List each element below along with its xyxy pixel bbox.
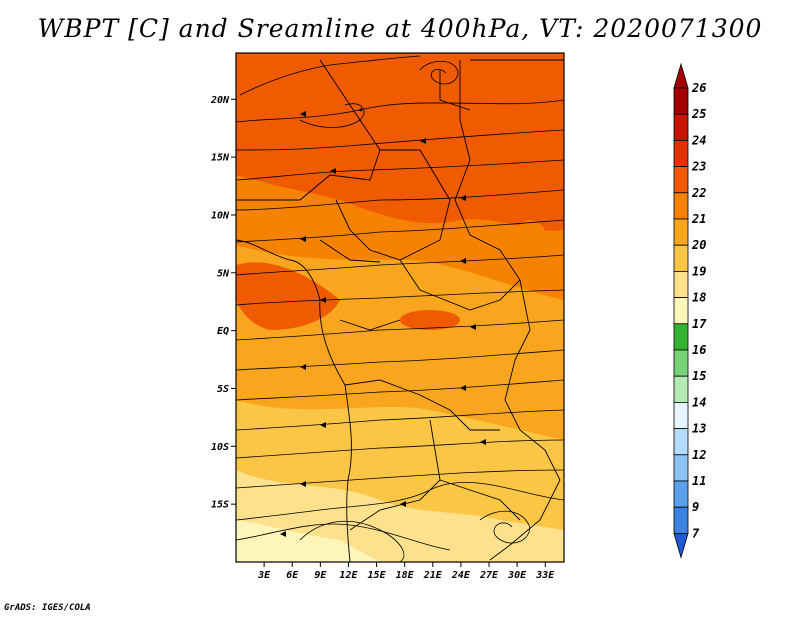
x-tick-label: 33E: [535, 570, 555, 581]
y-tick-label: 5N: [217, 268, 230, 279]
colorbar-segment: [673, 349, 689, 377]
colorbar-label: 26: [691, 81, 706, 95]
colorbar-segment: [673, 428, 689, 456]
colorbar-label: 7: [692, 526, 700, 540]
colorbar-label: 25: [691, 107, 706, 121]
x-tick-label: 24E: [451, 570, 471, 581]
streamline-arrows: [280, 111, 486, 537]
x-tick-label: 12E: [339, 570, 358, 581]
colorbar-segment: [673, 401, 689, 429]
colorbar-segment: [673, 323, 689, 351]
colorbar-bottom-arrow: [673, 533, 689, 559]
y-tick-label: 5S: [217, 384, 229, 395]
colorbar-label: 23: [691, 160, 706, 174]
colorbar-segment: [673, 139, 689, 167]
wbpt-field: [236, 53, 564, 562]
colorbar-segment: [673, 244, 689, 272]
colorbar-label: 20: [691, 238, 706, 252]
colorbar-segment: [673, 454, 689, 482]
x-tick-label: 21E: [423, 570, 443, 581]
y-axis: 20N 15N 10N 5N EQ 5S 10S 15S: [210, 95, 236, 511]
colorbar-top-arrow: [673, 62, 689, 89]
colorbar-label: 15: [692, 369, 706, 383]
colorbar-segment: [673, 506, 689, 534]
y-tick-label: EQ: [217, 326, 229, 337]
x-tick-label: 9E: [314, 570, 327, 581]
y-tick-label: 10N: [211, 210, 230, 221]
x-tick-label: 6E: [286, 570, 299, 581]
colorbar-segment: [673, 113, 689, 141]
y-tick-label: 20N: [210, 95, 230, 106]
colorbar-segment: [673, 297, 689, 325]
y-tick-label: 15N: [211, 153, 230, 164]
streamlines: [236, 55, 564, 562]
colorbar-segment: [673, 218, 689, 246]
colorbar-segment: [673, 270, 689, 298]
colorbar-label: 19: [692, 264, 706, 278]
colorbar-label: 14: [692, 395, 706, 409]
y-tick-label: 10S: [211, 442, 229, 453]
map-title: WBPT [C] and Sreamline at 400hPa, VT: 20…: [37, 14, 763, 43]
colorbar-label: 17: [692, 317, 707, 331]
colorbar-label: 16: [692, 343, 706, 357]
colorbar-label: 9: [692, 500, 699, 514]
colorbar-segment: [673, 480, 689, 508]
colorbar-segment: [673, 166, 689, 194]
grads-credit: GrADS: IGES/COLA: [4, 603, 91, 613]
colorbar-segment: [673, 87, 689, 115]
colorbar-label: 13: [692, 422, 706, 436]
colorbar-label: 22: [691, 186, 706, 200]
colorbar-segment: [673, 192, 689, 220]
boundaries: [236, 59, 564, 562]
colorbar-label: 21: [691, 212, 706, 226]
x-tick-label: 30E: [507, 570, 527, 581]
x-tick-label: 15E: [368, 570, 387, 581]
colorbar-label: 18: [692, 291, 706, 305]
x-tick-label: 3E: [257, 570, 271, 581]
x-axis: 3E 6E 9E 12E 15E 18E 21E 24E 27E 30E 33E: [257, 562, 555, 581]
colorbar-label: 11: [692, 474, 706, 488]
colorbar-segment: [673, 375, 689, 403]
x-tick-label: 27E: [479, 570, 499, 581]
colorbar-label: 24: [691, 133, 706, 147]
x-tick-label: 18E: [396, 570, 415, 581]
y-tick-label: 15S: [211, 500, 229, 511]
colorbar: 26 25 24 23 22 21 20 19 18 17 16 15 14 13 12 11 9 7: [673, 62, 707, 559]
map-frame: [235, 52, 565, 563]
colorbar-label: 12: [692, 448, 706, 462]
